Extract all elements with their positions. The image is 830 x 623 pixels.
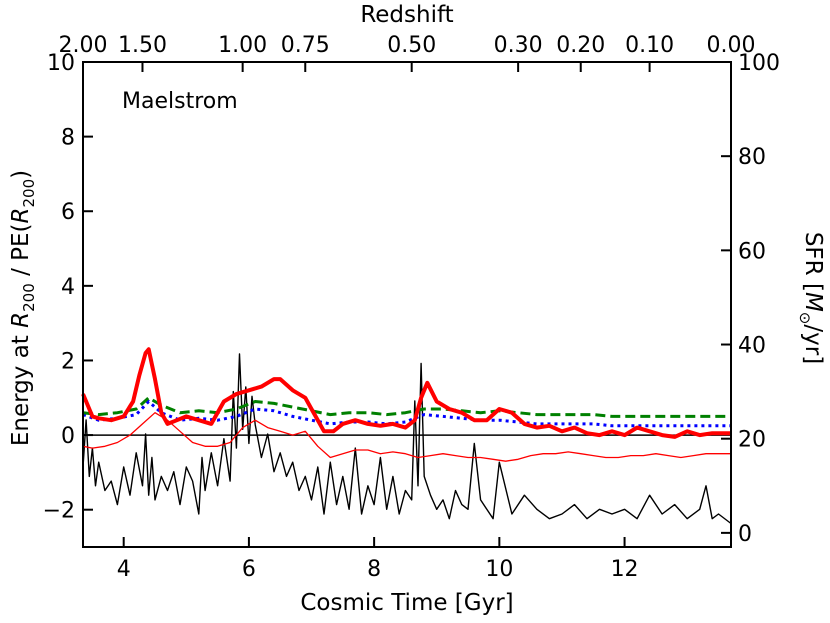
top-tick-label: 0.10 bbox=[625, 33, 674, 58]
plot-frame bbox=[82, 61, 732, 548]
top-tick-label: 1.00 bbox=[218, 33, 267, 58]
y-left-tick-label: 6 bbox=[61, 200, 75, 225]
x-tick-label: 4 bbox=[117, 557, 131, 582]
x-tick-label: 10 bbox=[485, 557, 513, 582]
y-right-tick-label: 60 bbox=[738, 239, 766, 264]
series-green-dashed-line bbox=[82, 396, 731, 418]
y-right-tick-label: 80 bbox=[738, 145, 766, 170]
y-right-tick-label: 100 bbox=[738, 51, 780, 76]
plot-area bbox=[81, 347, 732, 525]
x-tick-label: 12 bbox=[611, 557, 639, 582]
series-sfr-line bbox=[82, 353, 732, 525]
x-tick-label: 8 bbox=[367, 557, 381, 582]
top-tick-label: 0.50 bbox=[387, 33, 436, 58]
series-thin-red-line bbox=[82, 412, 731, 462]
x-tick-label: 6 bbox=[242, 557, 256, 582]
y-right-tick-label: 40 bbox=[738, 334, 766, 359]
y-left-tick-label: 8 bbox=[61, 126, 75, 151]
top-axis-title: Redshift bbox=[360, 2, 453, 28]
right-axis-title: SFR [M⊙/yr] bbox=[796, 232, 826, 364]
top-tick-label: 2.00 bbox=[59, 33, 108, 58]
y-right-tick-label: 20 bbox=[738, 428, 766, 453]
top-tick-label: 0.30 bbox=[494, 33, 543, 58]
y-left-tick-label: −2 bbox=[43, 499, 75, 524]
left-axis-title: Energy at R200 / PE(R200) bbox=[8, 170, 38, 446]
annotation-maelstrom: Maelstrom bbox=[122, 89, 238, 114]
y-left-tick-label: 0 bbox=[61, 424, 75, 449]
y-left-tick-label: 4 bbox=[61, 275, 75, 300]
top-tick-label: 0.75 bbox=[281, 33, 330, 58]
y-left-tick-label: 2 bbox=[61, 349, 75, 374]
top-tick-label: 0.20 bbox=[556, 33, 605, 58]
x-axis-title: Cosmic Time [Gyr] bbox=[300, 590, 513, 616]
top-tick-label: 1.50 bbox=[118, 33, 167, 58]
series-thick-red-line bbox=[81, 347, 731, 439]
top-tick-label: 0.00 bbox=[707, 33, 756, 58]
y-left-tick-label: 10 bbox=[47, 51, 75, 76]
y-right-tick-label: 0 bbox=[738, 522, 752, 547]
